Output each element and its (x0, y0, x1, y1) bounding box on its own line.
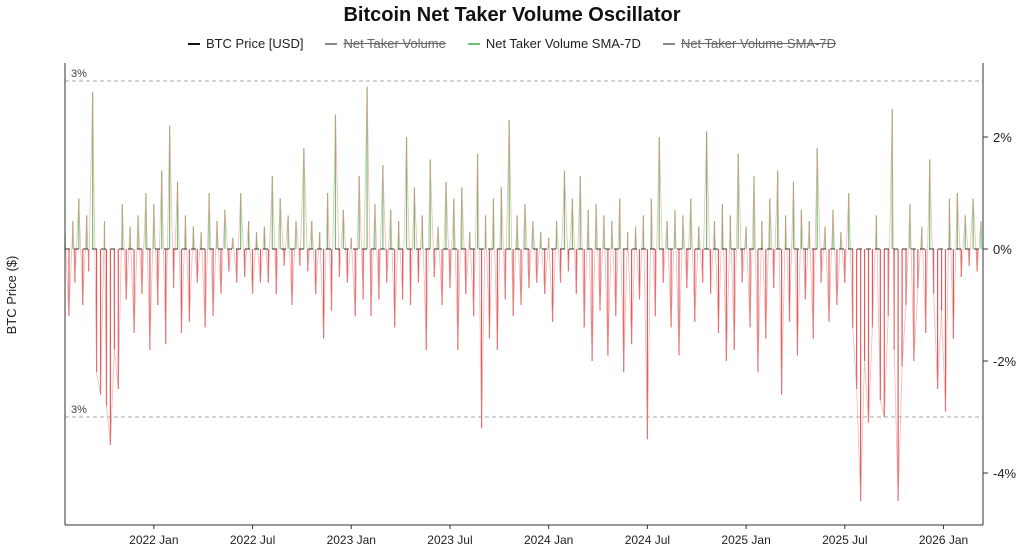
legend-item-sma-7d-alt[interactable]: Net Taker Volume SMA-7D (662, 36, 837, 51)
legend: BTC Price [USD] Net Taker Volume Net Tak… (0, 36, 1024, 51)
x-tick-label-6: 2025 Jan (721, 533, 770, 547)
x-tick-label-2: 2023 Jan (327, 533, 376, 547)
pct-tick-label-0: 2% (993, 130, 1012, 145)
threshold-label-0: 3% (71, 68, 87, 80)
x-tick-label-7: 2025 Jul (822, 533, 867, 547)
legend-label-net-taker-volume: Net Taker Volume (343, 36, 446, 51)
legend-swatch-sma-7d (467, 42, 480, 45)
x-tick-label-8: 2026 Jan (919, 533, 968, 547)
x-tick-label-4: 2024 Jan (524, 533, 573, 547)
legend-label-sma-7d: Net Taker Volume SMA-7D (485, 36, 641, 51)
pct-tick-label-3: -4% (993, 466, 1017, 481)
threshold-label-1: 3% (71, 404, 87, 416)
legend-item-net-taker-volume[interactable]: Net Taker Volume (325, 36, 446, 51)
left-axis-title: BTC Price ($) (4, 256, 19, 335)
x-tick-label-3: 2023 Jul (427, 533, 472, 547)
legend-item-sma-7d[interactable]: Net Taker Volume SMA-7D (467, 36, 641, 51)
legend-label-btc-price: BTC Price [USD] (205, 36, 304, 51)
legend-swatch-sma-7d-alt (662, 42, 675, 45)
legend-swatch-net-taker-volume (325, 42, 338, 45)
legend-item-btc-price[interactable]: BTC Price [USD] (187, 36, 304, 51)
legend-swatch-btc-price (187, 42, 200, 45)
x-tick-label-1: 2022 Jul (230, 533, 275, 547)
pct-tick-label-1: 0% (993, 242, 1012, 257)
oscillator-line (64, 86, 982, 502)
chart-title: Bitcoin Net Taker Volume Oscillator (343, 4, 681, 26)
pct-tick-label-2: -2% (993, 354, 1017, 369)
x-tick-label-0: 2022 Jan (129, 533, 178, 547)
x-tick-label-5: 2024 Jul (625, 533, 670, 547)
legend-label-sma-7d-alt: Net Taker Volume SMA-7D (680, 36, 837, 51)
